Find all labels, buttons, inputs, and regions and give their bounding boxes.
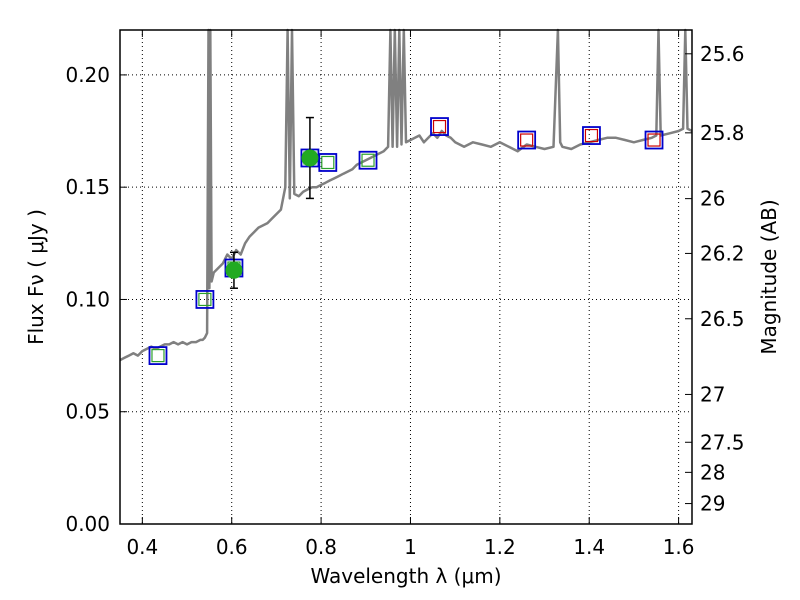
marker-layer xyxy=(148,116,664,365)
photometry-square xyxy=(358,150,378,170)
right-tick-label: 25.6 xyxy=(700,42,745,66)
x-tick-label: 0.6 xyxy=(216,535,248,559)
plot-frame xyxy=(119,29,693,525)
x-tick-label: 0.8 xyxy=(305,535,337,559)
right-axis-title: Magnitude (AB) xyxy=(757,199,781,354)
x-tick-label: 1.6 xyxy=(663,535,695,559)
right-tick-label: 27.5 xyxy=(700,430,745,454)
y-tick-label: 0.00 xyxy=(65,512,110,536)
x-tick-label: 1.4 xyxy=(573,535,605,559)
model-magnitude-square xyxy=(361,153,375,167)
model-magnitude-square xyxy=(647,133,661,147)
model-magnitude-square xyxy=(151,348,165,363)
measured-flux-point xyxy=(301,149,319,167)
photometry-square xyxy=(644,130,664,150)
right-tick-label: 28 xyxy=(700,460,725,484)
x-tick-label: 0.4 xyxy=(126,535,158,559)
photometry-square xyxy=(318,153,338,172)
right-tick-label: 25.8 xyxy=(700,121,745,145)
model-magnitude-square xyxy=(432,119,447,134)
right-tick-label: 27 xyxy=(700,382,725,406)
photometry-square xyxy=(148,346,168,365)
photometry-square xyxy=(195,290,215,309)
y-tick-label: 0.10 xyxy=(65,287,110,311)
photometry-square xyxy=(517,130,537,150)
photometry-square xyxy=(582,126,601,145)
spectrum-line xyxy=(119,28,693,362)
right-tick-label: 26 xyxy=(700,187,725,211)
model-magnitude-square xyxy=(198,292,212,307)
ticks: 0.4 0.6 0.8 1 1.2 1.4 1.6 0.00 0.05 0.10 0.15 0.20 2… xyxy=(65,30,745,559)
y-tick-label: 0.05 xyxy=(65,400,110,424)
model-magnitude-square xyxy=(321,155,335,170)
measured-flux-point xyxy=(225,261,243,279)
x-axis-title: Wavelength λ (μm) xyxy=(310,564,501,588)
right-tick-label: 26.2 xyxy=(700,241,745,265)
photometry-square xyxy=(430,117,449,136)
model-magnitude-square xyxy=(520,133,534,147)
spectrum-layer xyxy=(119,28,693,362)
right-tick-label: 29 xyxy=(700,492,725,516)
y-tick-label: 0.20 xyxy=(65,63,110,87)
x-tick-label: 1.2 xyxy=(484,535,516,559)
model-magnitude-square xyxy=(584,128,599,143)
x-tick-label: 1 xyxy=(404,535,417,559)
y-tick-label: 0.15 xyxy=(65,175,110,199)
y-axis-title: Flux Fν ( μJy ) xyxy=(24,209,48,345)
right-tick-label: 26.5 xyxy=(700,307,745,331)
